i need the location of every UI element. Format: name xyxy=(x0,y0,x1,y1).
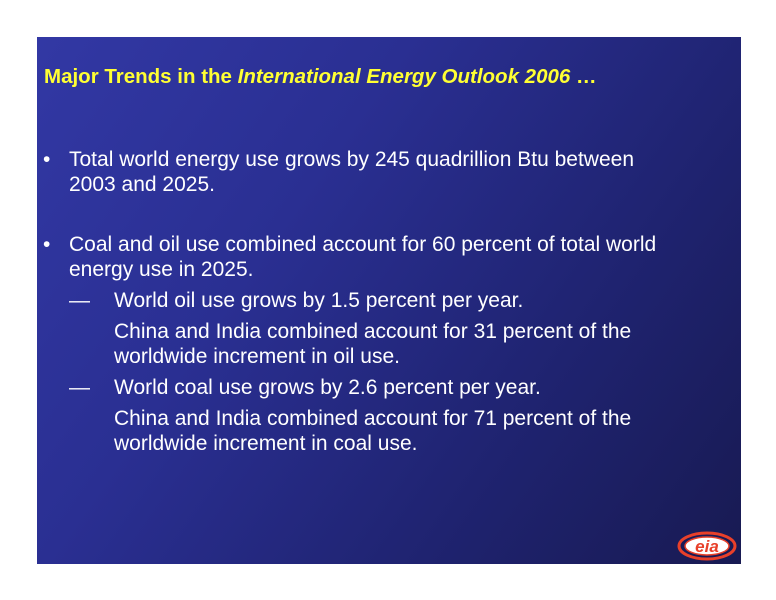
sub-item-marker: — xyxy=(69,289,90,312)
sub-item: — World oil use grows by 1.5 percent per… xyxy=(37,288,674,313)
sub-item-text: World oil use grows by 1.5 percent per y… xyxy=(114,289,524,312)
bullet-marker: • xyxy=(43,148,51,171)
title-publication: International Energy Outlook 2006 xyxy=(237,65,571,88)
bullet-text: Total world energy use grows by 245 quad… xyxy=(69,148,635,196)
sub-item-detail: China and India combined account for 31 … xyxy=(114,320,632,368)
sub-item-detail: China and India combined account for 71 … xyxy=(114,407,632,455)
slide-content: • Total world energy use grows by 245 qu… xyxy=(37,147,741,456)
logo-text: eia xyxy=(695,537,719,556)
slide: Major Trends in the International Energy… xyxy=(37,37,741,564)
sub-item: — World coal use grows by 2.6 percent pe… xyxy=(37,375,674,400)
slide-title: Major Trends in the International Energy… xyxy=(44,65,596,89)
sub-item-marker: — xyxy=(69,376,90,399)
eia-logo-icon: eia xyxy=(677,531,737,561)
sub-item-text: World coal use grows by 2.6 percent per … xyxy=(114,376,541,399)
bullet-marker: • xyxy=(43,233,51,256)
title-prefix: Major Trends in the xyxy=(44,65,238,88)
bullet-text: Coal and oil use combined account for 60… xyxy=(69,233,657,281)
bullet-item: • Total world energy use grows by 245 qu… xyxy=(37,147,669,197)
bullet-item: • Coal and oil use combined account for … xyxy=(37,232,669,282)
title-suffix: … xyxy=(570,65,597,88)
